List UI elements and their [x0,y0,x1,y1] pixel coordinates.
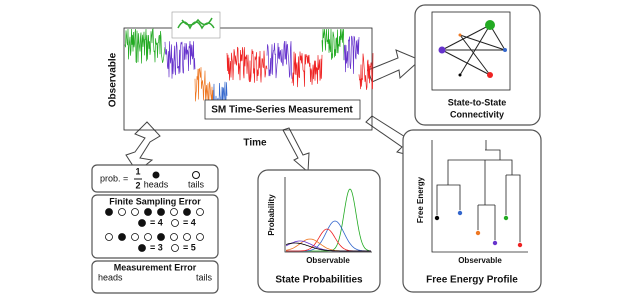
arrow [282,127,310,174]
tails-label: tails [188,179,205,189]
connectivity-title: Connectivity [450,109,504,119]
leaf [492,240,498,246]
leaf [457,210,463,216]
coin [196,208,204,216]
node [503,48,507,52]
coin [157,233,165,241]
coin [170,233,178,241]
coin [131,208,139,216]
series-segment [226,46,268,83]
series-segment [343,35,360,74]
leaf [475,230,481,236]
series-segment [266,40,293,79]
series-segment [358,53,374,90]
coin [170,208,178,216]
coin [144,208,152,216]
protein-ribbon [177,17,215,30]
probability-axes [284,177,372,253]
count: = 4 [150,217,163,227]
coin [118,208,126,216]
connectivity-frame [431,11,511,91]
coin [157,208,165,216]
leaf [434,215,440,221]
count: = 4 [183,217,196,227]
connectivity-panel [414,4,541,126]
probability-curves [285,188,372,252]
node [458,33,462,37]
coin [118,233,126,241]
energy-panel [402,129,542,293]
coin [144,233,152,241]
node [487,72,493,78]
heads-label: heads [98,272,123,282]
y-label: Free Energy [416,176,425,223]
series-segment [194,67,214,104]
time-series [124,28,374,119]
coin [183,208,191,216]
count: = 5 [183,242,196,252]
measurement-panel [91,260,219,294]
coin-heads [152,171,160,179]
measurement-title: Measurement Error [114,262,197,272]
sampling-title: Finite Sampling Error [109,196,201,206]
series-title: SM Time-Series Measurement [211,105,353,116]
coin [171,244,179,252]
coin [105,233,113,241]
x-label: Observable [306,256,350,265]
node [438,46,446,54]
coin [105,208,113,216]
heads-label: heads [144,179,169,189]
denominator: 2 [135,180,140,190]
arrow [367,49,421,83]
series-segment [164,40,196,79]
coin [183,233,191,241]
coin [196,233,204,241]
coin [138,244,146,252]
probability-title: State Probabilities [275,275,363,286]
tails-label: tails [196,272,213,282]
x-label: Time [243,138,267,149]
probability-panel [257,169,381,293]
coin-tails [192,171,200,179]
node [458,73,462,77]
leaf [517,242,523,248]
title-box [204,99,361,120]
leaf [503,215,509,221]
y-label: Probability [267,194,276,236]
probability-curve [285,242,371,252]
dendrogram-leaves [434,210,523,248]
coin [131,233,139,241]
prob-label: prob. = [100,173,128,183]
y-label: Observable [108,52,119,107]
node [485,20,495,30]
energy-title: Free Energy Profile [426,275,518,286]
series-segment [321,28,345,61]
connectivity-title: State-to-State [448,97,507,107]
coin [171,219,179,227]
series-segment [291,51,323,88]
dendrogram [436,140,521,242]
numerator: 1 [135,166,140,176]
energy-axes [431,140,528,253]
coin-panel [91,164,219,193]
count: = 3 [150,242,163,252]
series-segment [124,28,166,64]
coin [138,219,146,227]
x-label: Observable [458,256,502,265]
